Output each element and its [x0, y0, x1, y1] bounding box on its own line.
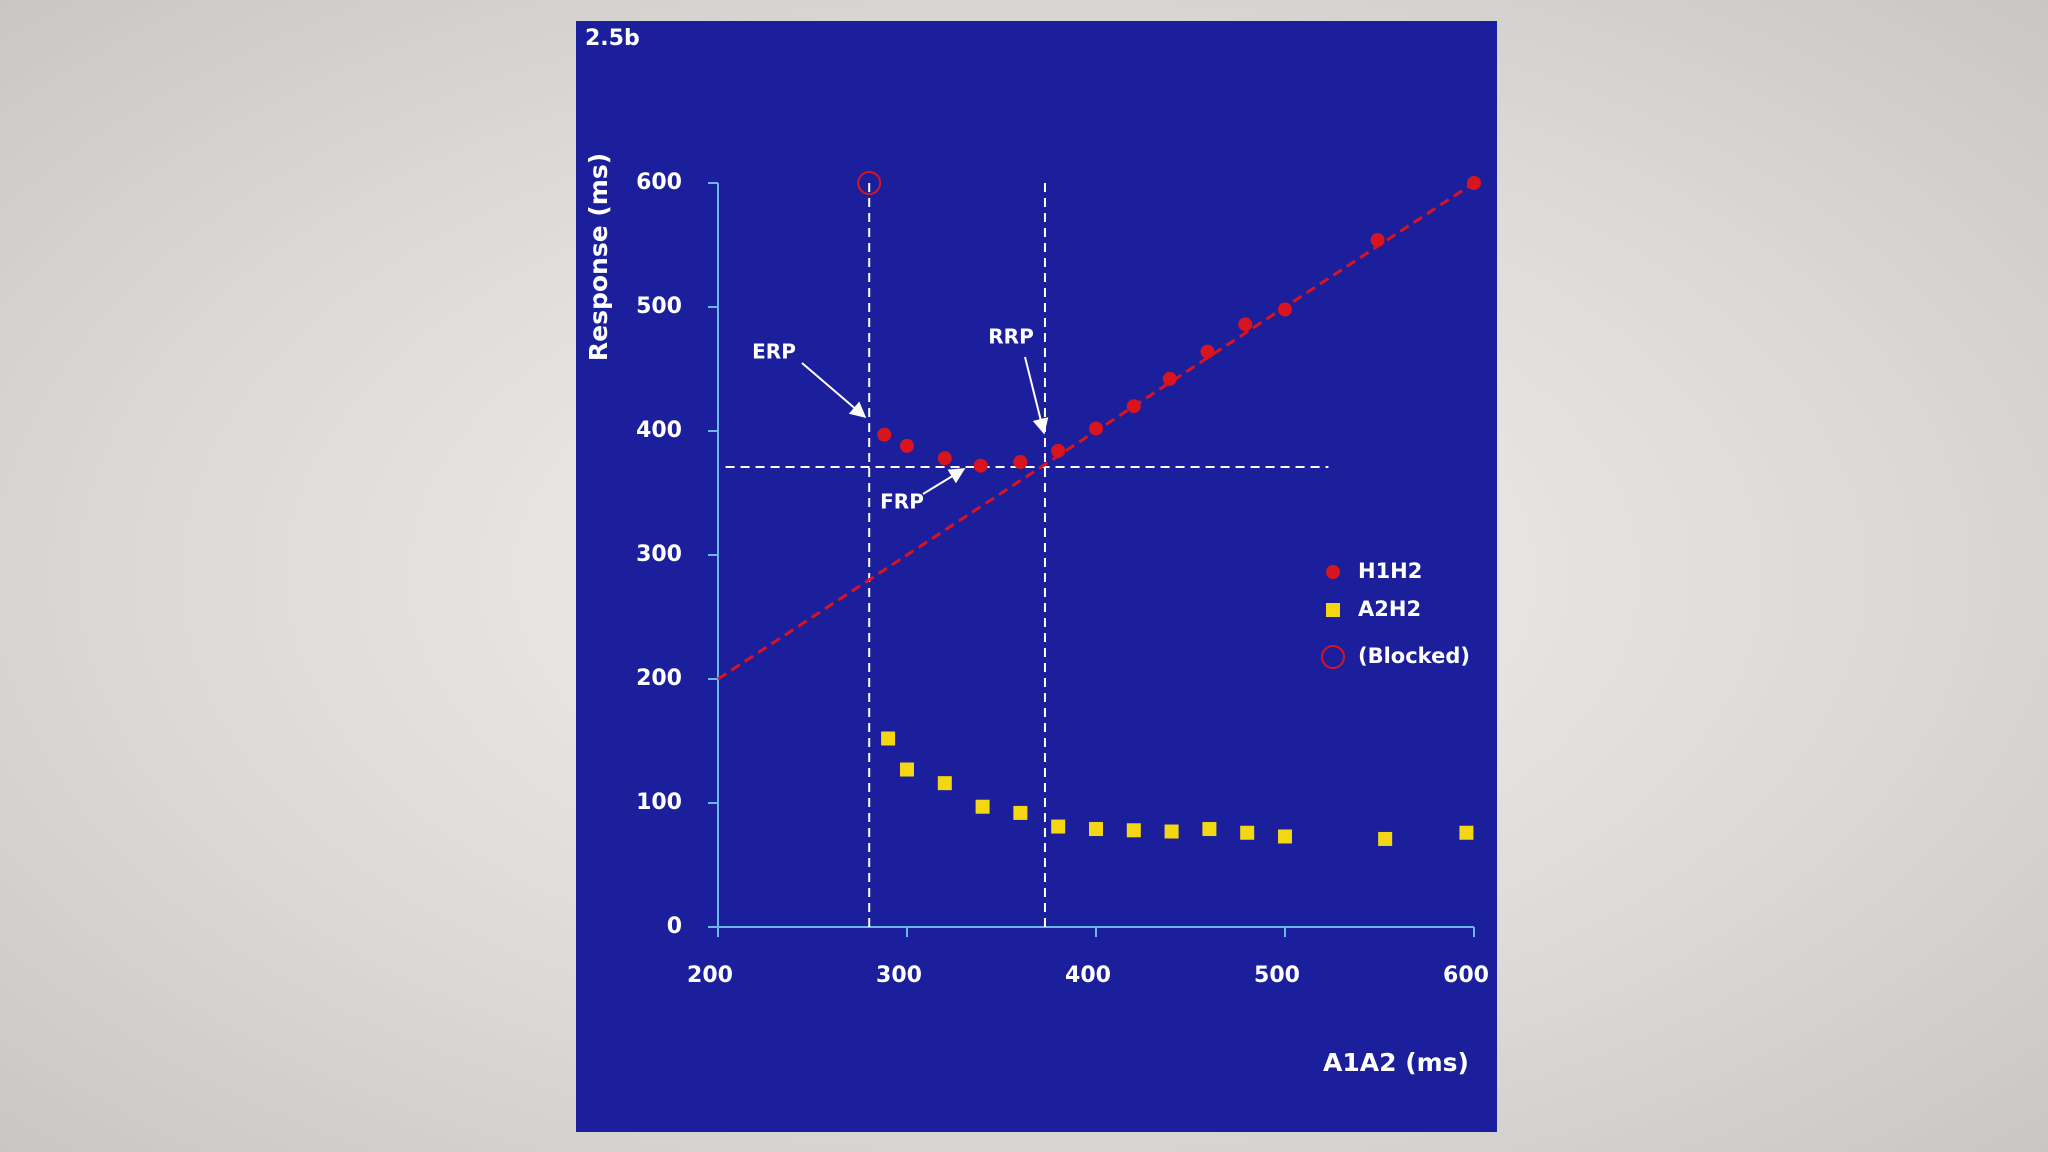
point	[1378, 831, 1393, 846]
point	[1089, 421, 1103, 436]
point	[973, 458, 988, 473]
point	[1164, 824, 1179, 839]
erp-arrow	[801, 362, 867, 419]
y-tick-label: 500	[636, 294, 682, 319]
frp-arrow	[922, 468, 966, 495]
point	[900, 438, 914, 453]
point	[1126, 399, 1141, 414]
point	[1200, 344, 1215, 359]
point	[1240, 825, 1255, 840]
legend-marker	[1326, 603, 1340, 617]
figure-label: 2.5b	[585, 26, 640, 51]
y-tick-label: 300	[636, 542, 682, 567]
point	[1013, 805, 1028, 820]
x-tick-label: 600	[1443, 963, 1489, 988]
y-tick-label: 400	[636, 418, 682, 443]
point	[877, 427, 892, 442]
legend-label: A2H2	[1358, 597, 1421, 621]
point	[937, 776, 952, 791]
point	[1459, 825, 1474, 840]
point	[1370, 233, 1385, 248]
point	[1126, 823, 1141, 838]
point	[857, 171, 882, 195]
x-tick-label: 300	[876, 963, 922, 988]
point	[881, 731, 896, 746]
point	[1202, 822, 1217, 837]
point	[1278, 302, 1292, 317]
point	[1051, 819, 1066, 834]
panel	[576, 21, 1497, 1132]
point	[1238, 317, 1253, 332]
point	[937, 451, 952, 466]
annotation: FRP	[880, 490, 924, 514]
y-tick-label: 100	[636, 790, 682, 815]
y-tick-label: 600	[636, 170, 682, 195]
point	[1089, 822, 1103, 837]
point	[1162, 371, 1177, 386]
x-axis-label: A1A2 (ms)	[1323, 1048, 1469, 1077]
annotation: ERP	[752, 340, 796, 364]
point	[1051, 443, 1066, 458]
x-tick-label: 400	[1065, 963, 1111, 988]
legend-label: (Blocked)	[1358, 644, 1470, 668]
y-axis-label: Response (ms)	[584, 153, 613, 361]
y-tick-label: 200	[636, 666, 682, 691]
legend-marker	[1326, 565, 1340, 579]
point	[975, 799, 990, 814]
point	[1013, 455, 1028, 469]
x-tick-label: 200	[687, 963, 733, 988]
x-tick-label: 500	[1254, 963, 1300, 988]
legend-label: H1H2	[1358, 559, 1422, 583]
point	[1467, 176, 1481, 190]
point	[1278, 829, 1292, 844]
y-tick-label: 0	[667, 914, 682, 939]
annotation: RRP	[988, 325, 1033, 349]
rrp-arrow	[1024, 356, 1049, 435]
legend-marker	[1321, 645, 1345, 669]
point	[900, 762, 914, 777]
